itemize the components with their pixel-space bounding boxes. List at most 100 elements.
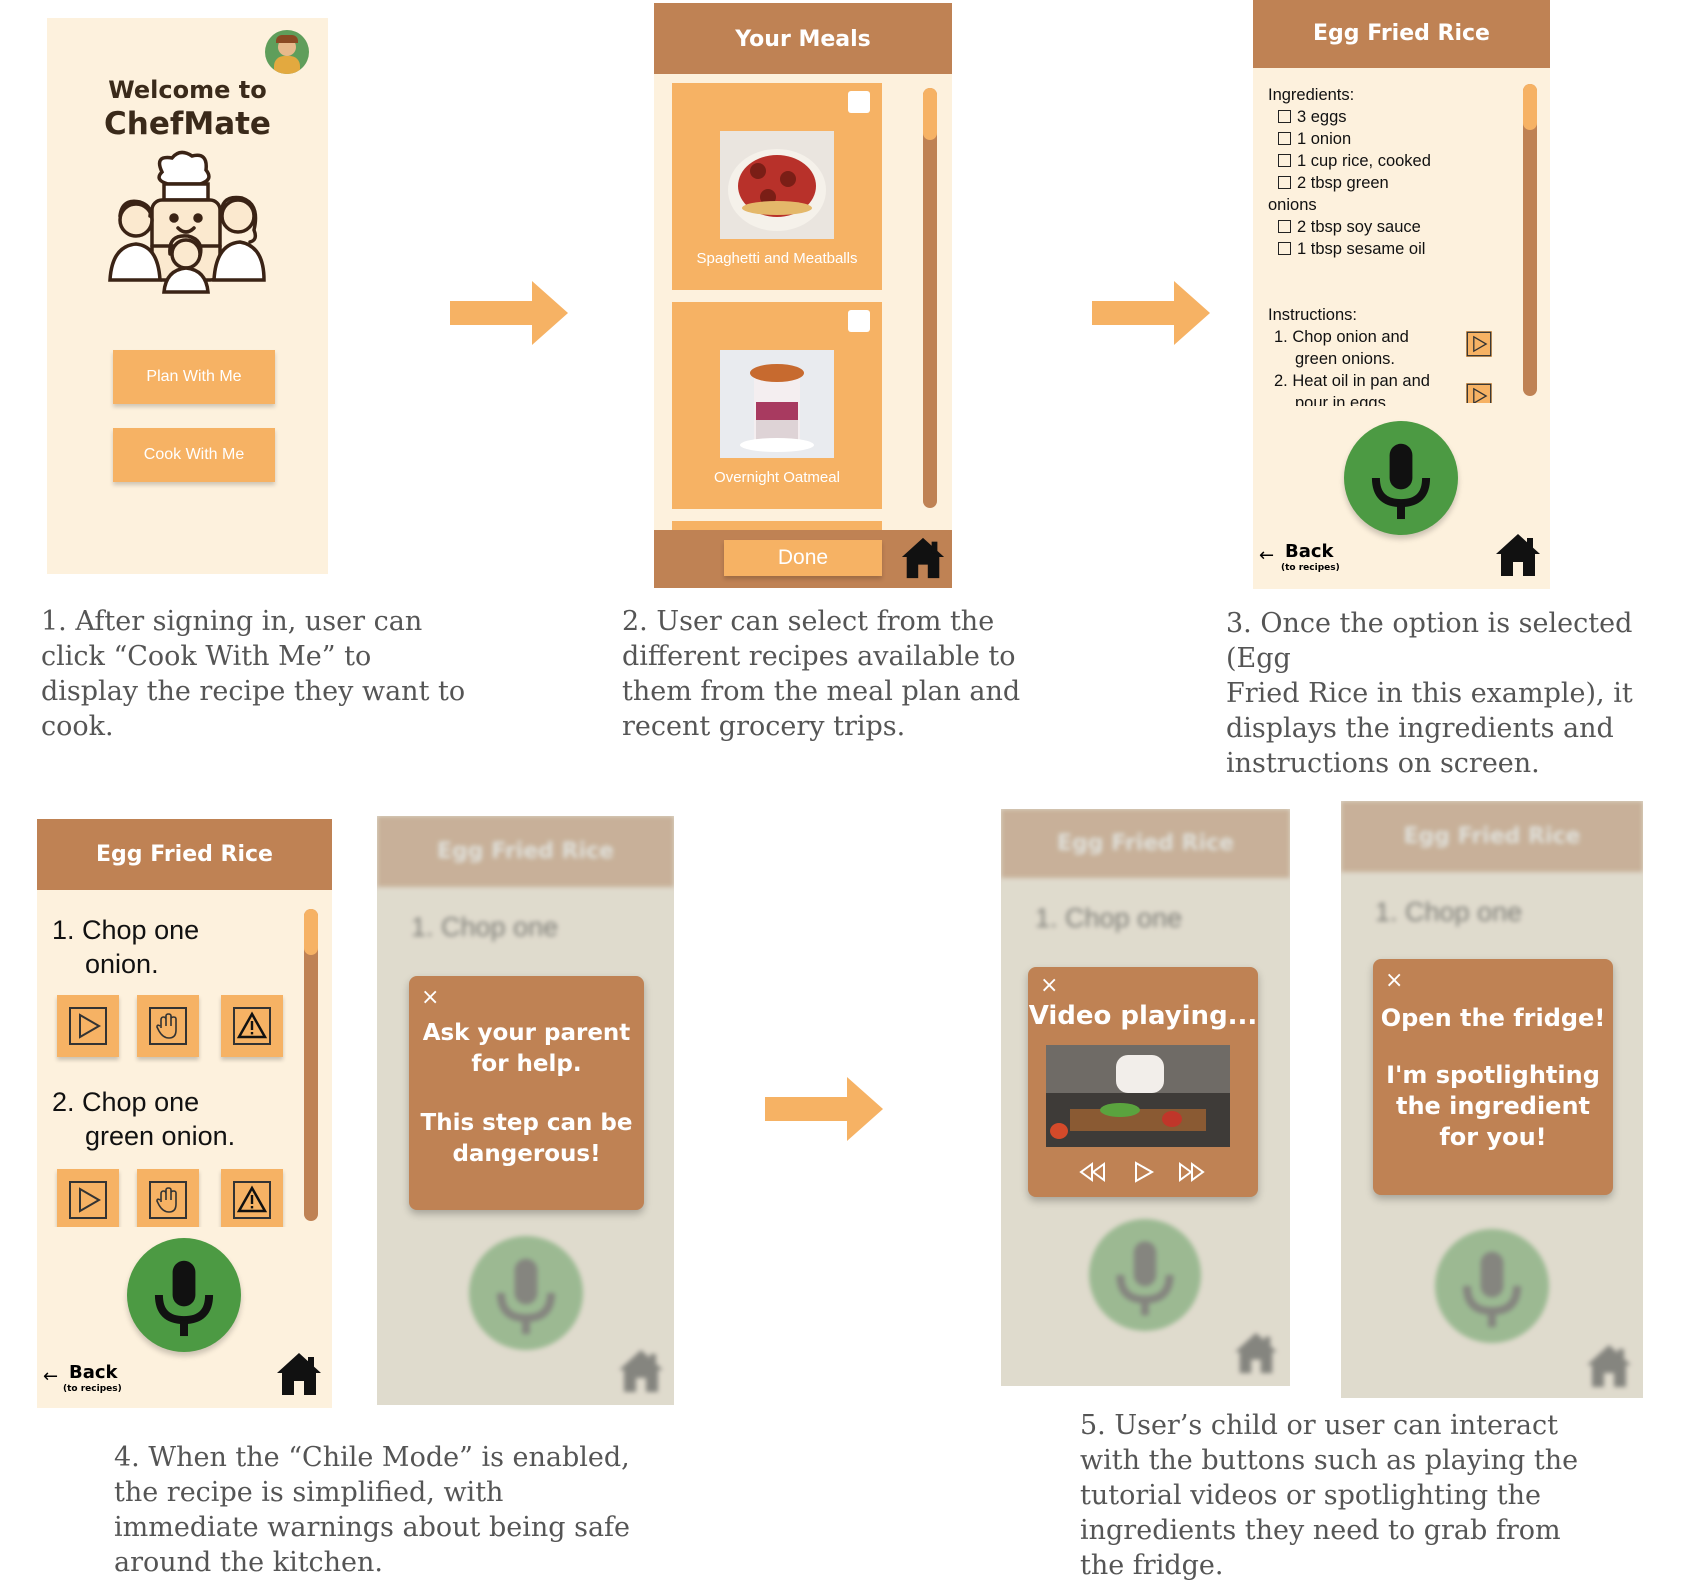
back-button[interactable]: ← Back (to recipes) <box>1259 541 1369 577</box>
screen-video-overlay: Egg Fried Rice 1. Chop one × Video playi… <box>1001 809 1290 1386</box>
back-sublabel: (to recipes) <box>1281 563 1340 573</box>
scrollbar[interactable] <box>923 88 937 508</box>
video-button[interactable] <box>1466 331 1492 357</box>
caption-step-4: 4. When the “Chile Mode” is enabled, the … <box>114 1440 630 1580</box>
page-title: Your Meals <box>654 3 952 74</box>
caption-step-3: 3. Once the option is selected (Egg Fried… <box>1226 606 1697 781</box>
recipe-content: Ingredients: 3 eggs 1 onion 1 cup rice, … <box>1268 84 1498 406</box>
step-text: onion. <box>85 947 159 981</box>
ingredient-item[interactable]: 3 eggs <box>1268 106 1498 128</box>
video-button[interactable] <box>1466 383 1492 403</box>
ingredient-item[interactable]: 2 tbsp green <box>1268 172 1498 194</box>
warning-icon <box>232 1180 272 1220</box>
meal-label: Overnight Oatmeal <box>672 469 882 486</box>
flow-arrow-3 <box>763 1074 887 1144</box>
back-arrow-icon: ← <box>43 1366 58 1387</box>
step-list: 1. Chop one onion. 2. Chop one green oni… <box>37 905 297 1227</box>
meal-card[interactable]: Spaghetti and Meatballs <box>672 83 882 290</box>
mic-button[interactable] <box>127 1238 241 1352</box>
play-icon <box>1466 331 1492 357</box>
close-icon[interactable]: × <box>1040 973 1058 998</box>
meal-checkbox[interactable] <box>848 91 870 113</box>
scrollbar[interactable] <box>304 909 318 1221</box>
flow-arrow-2 <box>1090 278 1214 348</box>
meal-checkbox[interactable] <box>848 310 870 332</box>
ingredient-item[interactable]: 1 onion <box>1268 128 1498 150</box>
video-button[interactable] <box>57 1169 119 1227</box>
welcome-text: Welcome to <box>47 76 328 104</box>
ingredients-label: Ingredients: <box>1268 84 1498 106</box>
play-icon <box>68 1006 108 1046</box>
plan-with-me-button[interactable]: Plan With Me <box>113 350 275 404</box>
popup-line: the ingredient <box>1373 1091 1613 1122</box>
back-label: Back <box>69 1362 118 1383</box>
page-title: Egg Fried Rice <box>37 819 332 890</box>
hand-icon <box>148 1180 188 1220</box>
spaghetti-image <box>720 131 834 239</box>
microphone-icon <box>1344 421 1458 535</box>
fridge-popup: × Open the fridge! I'm spotlighting the … <box>1373 959 1613 1195</box>
caption-step-2: 2. User can select from the different rec… <box>622 604 1020 744</box>
instruction-line: 2. Heat oil in pan and <box>1268 370 1498 392</box>
home-icon[interactable] <box>900 534 946 580</box>
close-icon[interactable]: × <box>1385 965 1403 996</box>
step-text: 2. Chop one <box>52 1085 199 1119</box>
family-chef-illustration <box>102 150 272 300</box>
ingredient-item[interactable]: 1 cup rice, cooked <box>1268 150 1498 172</box>
mic-button[interactable] <box>1344 421 1458 535</box>
warning-button[interactable] <box>221 1169 283 1227</box>
video-popup: × Video playing... <box>1028 967 1258 1197</box>
play-icon[interactable] <box>1130 1159 1156 1185</box>
popup-line: for you! <box>1373 1122 1613 1153</box>
step-text: 1. Chop one <box>52 913 199 947</box>
back-button[interactable]: ← Back (to recipes) <box>43 1362 153 1398</box>
page-title: Egg Fried Rice <box>1253 0 1550 68</box>
screen-recipe: Egg Fried Rice Ingredients: 3 eggs 1 oni… <box>1253 0 1550 589</box>
back-arrow-icon: ← <box>1259 545 1274 566</box>
popup-line: I'm spotlighting <box>1373 1060 1613 1091</box>
done-button[interactable]: Done <box>724 540 882 576</box>
popup-line: This step can be <box>409 1108 644 1139</box>
spotlight-button[interactable] <box>137 995 199 1057</box>
hand-icon <box>148 1006 188 1046</box>
instruction-line: 1. Chop onion and <box>1268 326 1498 348</box>
video-controls <box>1078 1159 1208 1185</box>
popup-line: Ask your parent <box>409 1018 644 1049</box>
screen-welcome: Welcome to ChefMate Plan With Me Cook Wi… <box>47 18 328 574</box>
meal-label: Spaghetti and Meatballs <box>672 250 882 267</box>
warning-popup: × Ask your parent for help. This step ca… <box>409 976 644 1210</box>
flow-arrow-1 <box>448 278 572 348</box>
back-label: Back <box>1285 541 1334 562</box>
home-icon[interactable] <box>275 1349 323 1397</box>
instructions-label: Instructions: <box>1268 304 1498 326</box>
ingredient-wrap: onions <box>1268 194 1498 216</box>
avatar[interactable] <box>265 30 309 74</box>
cook-with-me-button[interactable]: Cook With Me <box>113 428 275 482</box>
video-frame[interactable] <box>1046 1045 1230 1147</box>
warning-button[interactable] <box>221 995 283 1057</box>
scrollbar-thumb[interactable] <box>923 88 937 140</box>
scrollbar[interactable] <box>1523 84 1537 396</box>
instruction-line: pour in eggs <box>1268 392 1498 406</box>
home-icon[interactable] <box>1494 530 1542 578</box>
scrollbar-thumb[interactable] <box>1523 84 1537 130</box>
back-sublabel: (to recipes) <box>63 1384 122 1394</box>
screen-your-meals: Your Meals Spaghetti and Meatballs Overn… <box>654 3 952 588</box>
play-icon <box>68 1180 108 1220</box>
microphone-icon <box>127 1238 241 1352</box>
ingredient-item[interactable]: 2 tbsp soy sauce <box>1268 216 1498 238</box>
fast-forward-icon[interactable] <box>1178 1159 1206 1185</box>
step-text: green onion. <box>85 1119 235 1153</box>
oatmeal-image <box>720 350 834 458</box>
play-icon <box>1466 383 1492 403</box>
meal-card[interactable]: Overnight Oatmeal <box>672 302 882 509</box>
rewind-icon[interactable] <box>1078 1159 1106 1185</box>
caption-step-1: 1. After signing in, user can click “Cook… <box>41 604 465 744</box>
spotlight-button[interactable] <box>137 1169 199 1227</box>
popup-line: Open the fridge! <box>1373 1003 1613 1034</box>
video-button[interactable] <box>57 995 119 1057</box>
scrollbar-thumb[interactable] <box>304 909 318 955</box>
close-icon[interactable]: × <box>421 982 439 1013</box>
screen-warning-overlay: Egg Fried Rice 1. Chop one × Ask your pa… <box>377 816 674 1405</box>
ingredient-item[interactable]: 1 tbsp sesame oil <box>1268 238 1498 260</box>
